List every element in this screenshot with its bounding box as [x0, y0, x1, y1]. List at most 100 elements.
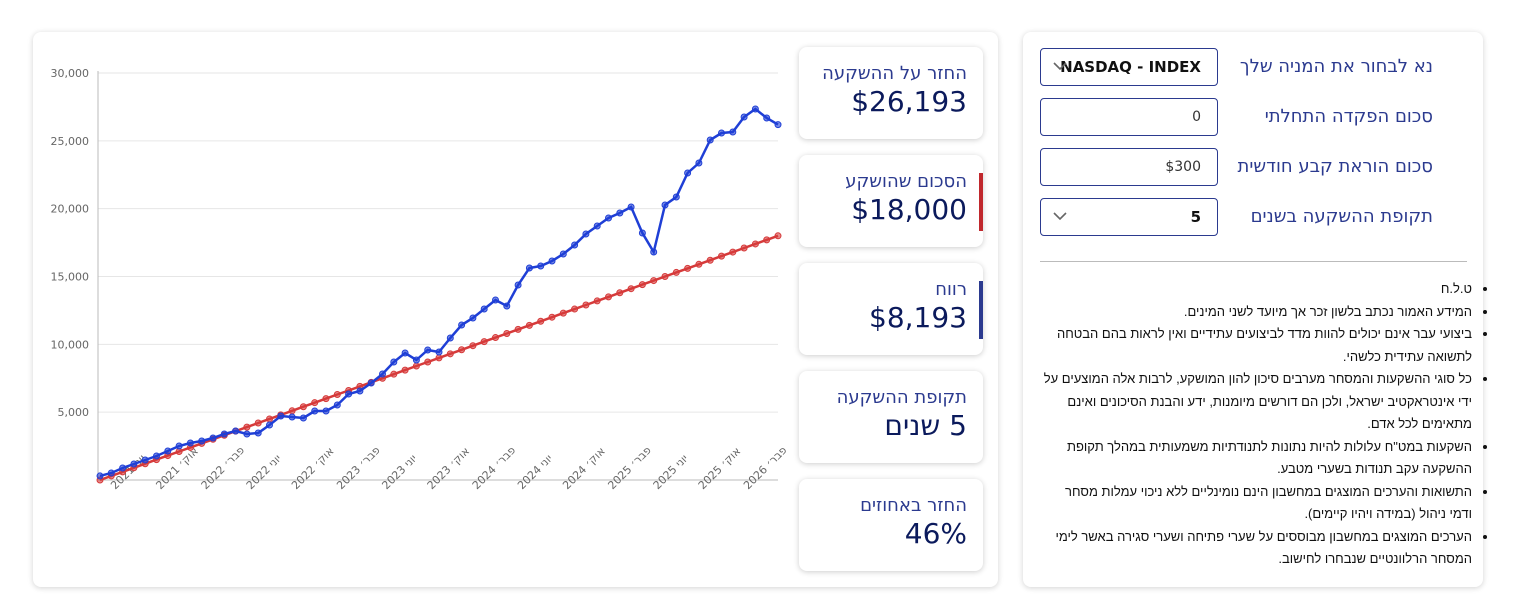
card-value: 5 שנים: [884, 409, 967, 442]
point: [605, 293, 612, 301]
years-select[interactable]: 5: [1040, 198, 1218, 236]
point: [288, 407, 296, 415]
point: [243, 430, 251, 438]
card-accent: [979, 281, 983, 339]
point: [605, 214, 612, 222]
point: [627, 285, 635, 293]
input-value: 0: [1192, 109, 1201, 125]
point: [593, 222, 601, 230]
point: [763, 114, 771, 122]
point: [616, 209, 624, 217]
point: [571, 305, 579, 313]
card-value: 46%: [904, 517, 967, 550]
point: [672, 193, 680, 201]
card-value: $18,000: [851, 193, 967, 226]
monthly-input[interactable]: $300: [1040, 148, 1218, 186]
point: [695, 159, 703, 167]
point: [525, 321, 533, 329]
point: [537, 317, 545, 325]
point: [435, 354, 443, 362]
point: [774, 232, 782, 240]
point: [661, 273, 669, 280]
point: [266, 421, 273, 429]
point: [706, 136, 714, 144]
point: [232, 427, 240, 435]
point: [706, 256, 714, 264]
x-tick-label: יוני 2022: [244, 452, 284, 492]
point: [311, 399, 319, 407]
point: [277, 412, 285, 420]
point: [141, 456, 149, 464]
point: [582, 230, 590, 238]
point: [616, 289, 624, 297]
point: [763, 236, 771, 244]
point: [514, 325, 522, 333]
point: [740, 244, 748, 252]
x-tick-label: יוני 2024: [515, 452, 555, 492]
point: [390, 370, 398, 378]
point: [627, 203, 635, 211]
x-tick-label: פבר׳ 2026: [741, 444, 790, 493]
x-tick-label: פבר׳ 2024: [470, 444, 519, 493]
point: [446, 334, 454, 342]
point: [503, 329, 511, 337]
chevron: [1053, 212, 1067, 221]
point: [299, 414, 307, 422]
point: [593, 297, 601, 305]
point: [650, 277, 658, 285]
point: [638, 229, 646, 237]
disclaimer: השקעות במט"ח עלולות להיות נתונות לתנודתי…: [1040, 436, 1472, 481]
y-tick-label: 25,000: [51, 135, 90, 148]
point: [492, 334, 499, 342]
point: [130, 460, 138, 468]
point: [311, 407, 319, 415]
disclaimer: ביצועי עבר אינם יכולים להוות מדד לביצועי…: [1040, 323, 1472, 368]
select-value: 5: [1190, 208, 1201, 226]
point: [537, 262, 545, 270]
disclaimer: הערכים המוצגים במחשבון מבוססים על שערי פ…: [1040, 526, 1472, 571]
stock-select[interactable]: NASDAQ - INDEX: [1040, 48, 1218, 86]
point: [333, 391, 341, 399]
point: [367, 379, 375, 387]
point: [299, 403, 307, 411]
x-tick-label: יוני 2025: [651, 452, 691, 492]
initial-input[interactable]: 0: [1040, 98, 1218, 136]
point: [401, 366, 409, 374]
point: [684, 169, 692, 177]
point: [254, 429, 262, 437]
y-tick-label: 15,000: [51, 271, 90, 284]
point: [525, 264, 533, 272]
y-tick-label: 5,000: [58, 406, 90, 419]
point: [672, 268, 680, 276]
point: [571, 241, 579, 249]
divider: [1040, 261, 1467, 262]
disclaimer: כל סוגי ההשקעות והמסחר מערבים סיכון להון…: [1040, 368, 1472, 436]
x-tick-label: אוק׳ 2023: [425, 445, 473, 493]
point: [186, 439, 194, 447]
point: [119, 464, 127, 472]
point: [718, 252, 725, 260]
point: [424, 358, 432, 366]
x-tick-label: אוק׳ 2025: [696, 445, 744, 493]
point: [254, 419, 262, 427]
point: [480, 338, 488, 346]
stat-card: החזר באחוזים 46%: [799, 479, 983, 571]
point: [379, 370, 386, 378]
point: [582, 301, 590, 309]
field-label: סכום הוראת קבע חודשית: [1237, 156, 1433, 177]
point: [424, 346, 432, 354]
point: [548, 313, 556, 321]
card-accent: [979, 173, 983, 231]
point: [243, 423, 251, 431]
disclaimer: המידע האמור נכתב בלשון זכר אך מיועד לשני…: [1040, 301, 1472, 324]
disclaimer: ט.ל.ח: [1040, 278, 1472, 301]
x-tick-label: אוק׳ 2022: [289, 445, 337, 493]
point: [322, 407, 330, 415]
x-tick-label: יוני 2023: [379, 452, 419, 492]
point: [107, 469, 115, 477]
input-value: $300: [1165, 159, 1201, 175]
point: [220, 430, 228, 438]
point: [412, 356, 420, 364]
stat-card: הסכום שהושקע $18,000: [799, 155, 983, 247]
